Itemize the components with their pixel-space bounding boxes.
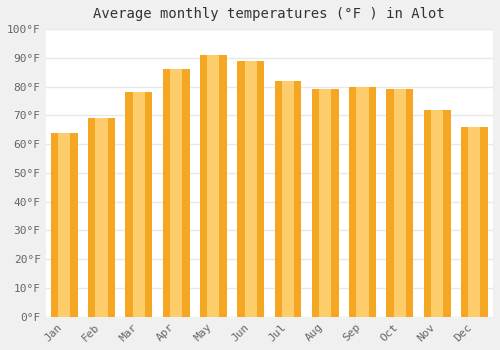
- Bar: [51, 133, 78, 317]
- Bar: [319, 90, 332, 317]
- Bar: [200, 55, 227, 317]
- Bar: [282, 81, 294, 317]
- Bar: [394, 90, 406, 317]
- Bar: [126, 92, 152, 317]
- Bar: [96, 118, 108, 317]
- Bar: [349, 86, 376, 317]
- Bar: [170, 69, 182, 317]
- Bar: [461, 127, 488, 317]
- Bar: [88, 118, 115, 317]
- Bar: [431, 110, 443, 317]
- Bar: [312, 90, 338, 317]
- Title: Average monthly temperatures (°F ) in Alot: Average monthly temperatures (°F ) in Al…: [94, 7, 445, 21]
- Bar: [208, 55, 220, 317]
- Bar: [356, 86, 368, 317]
- Bar: [424, 110, 450, 317]
- Bar: [244, 61, 256, 317]
- Bar: [274, 81, 301, 317]
- Bar: [58, 133, 70, 317]
- Bar: [132, 92, 145, 317]
- Bar: [237, 61, 264, 317]
- Bar: [386, 90, 413, 317]
- Bar: [468, 127, 480, 317]
- Bar: [162, 69, 190, 317]
